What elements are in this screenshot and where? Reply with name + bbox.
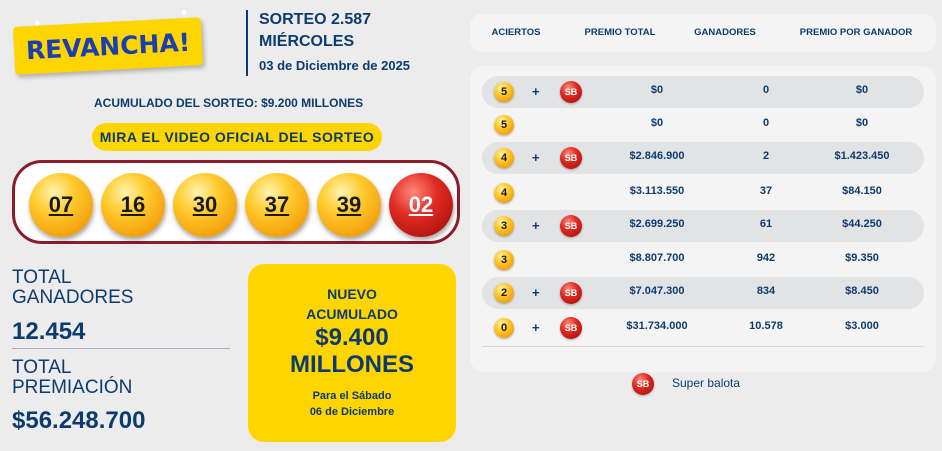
winning-balls: 07 16 30 37 39 02 (12, 160, 460, 244)
jackpot-title-line1: NUEVO (327, 286, 377, 302)
per-winner-cell: $0 (855, 84, 869, 96)
hits-ball: 3 (494, 216, 514, 236)
table-bottom-line (482, 346, 924, 347)
logo-text: REVANCHA! (25, 27, 191, 65)
winners-cell: 0 (762, 84, 770, 96)
hits-ball: 5 (494, 115, 514, 135)
jackpot-date-line1: Para el Sábado (312, 390, 392, 402)
draw-number: SORTEO 2.587 (259, 11, 372, 28)
total-prize-cell: $0 (650, 117, 664, 129)
total-prize-cell: $7.047.300 (629, 285, 685, 297)
per-winner-cell: $1.423.450 (834, 150, 890, 162)
winners-cell: 37 (759, 185, 773, 197)
header-hits: ACIERTOS (491, 27, 541, 38)
super-balota-icon: SB (560, 81, 582, 103)
jackpot-amount-line1: $9.400 (315, 324, 389, 351)
next-jackpot-card: NUEVO ACUMULADO $9.400 MILLONES Para el … (248, 264, 456, 442)
plus-sign: + (532, 84, 540, 99)
hits-ball: 5 (494, 82, 514, 102)
plus-sign: + (532, 218, 540, 233)
totals-divider (12, 348, 230, 349)
jackpot-title-line2: ACUMULADO (306, 306, 398, 322)
winners-cell: 61 (759, 218, 773, 230)
total-prize-cell: $2.699.250 (629, 218, 685, 230)
table-row: 4 + SB $2.846.900 2 $1.423.450 (482, 142, 924, 174)
total-prize-cell: $0 (650, 84, 664, 96)
per-winner-cell: $3.000 (845, 320, 879, 332)
logo-sparkle-icon (181, 9, 187, 16)
winners-cell: 2 (762, 150, 770, 162)
jackpot-amount-line2: MILLONES (290, 351, 414, 378)
jackpot-date: Para el Sábado 06 de Diciembre (248, 388, 456, 420)
table-row: 5 + SB $0 0 $0 (482, 76, 924, 108)
super-balota-icon: SB (560, 317, 582, 339)
plus-sign: + (532, 285, 540, 300)
winners-cell: 942 (756, 252, 776, 264)
hits-ball: 0 (494, 318, 514, 338)
ball-1: 07 (29, 173, 93, 237)
draw-date: 03 de Diciembre de 2025 (259, 58, 411, 73)
total-prize-value: $56.248.700 (12, 407, 146, 434)
draw-accumulated: ACUMULADO DEL SORTEO: $9.200 MILLONES (94, 96, 364, 110)
table-row: 0 + SB $31.734.000 10.578 $3.000 (482, 312, 924, 344)
total-prize-cell: $8.807.700 (629, 252, 685, 264)
plus-sign: + (532, 150, 540, 165)
header-per-winner: PREMIO POR GANADOR (799, 27, 913, 38)
jackpot-title: NUEVO ACUMULADO (248, 284, 456, 324)
total-prize-cell: $3.113.550 (629, 185, 685, 197)
ball-5: 39 (317, 173, 381, 237)
hits-ball: 3 (494, 250, 514, 270)
per-winner-cell: $44.250 (842, 218, 882, 230)
total-prize-label: TOTAL PREMIACIÓN (12, 357, 133, 398)
header-winners: GANADORES (694, 27, 756, 38)
hits-ball: 4 (494, 148, 514, 168)
hits-ball: 4 (494, 183, 514, 203)
table-row: 3 $8.807.700 942 $9.350 (482, 244, 924, 276)
legend-label: Super balota (672, 376, 741, 390)
jackpot-amount: $9.400 MILLONES (248, 324, 456, 378)
winners-cell: 834 (756, 285, 776, 297)
total-prize-cell: $2.846.900 (629, 150, 685, 162)
draw-day: MIÉRCOLES (259, 33, 355, 50)
table-row: 5 $0 0 $0 (482, 109, 924, 141)
total-prize-cell: $31.734.000 (626, 320, 688, 332)
ball-4: 37 (245, 173, 309, 237)
super-balota-icon: SB (560, 147, 582, 169)
prize-table-header: ACIERTOS PREMIO TOTAL GANADORES PREMIO P… (470, 14, 936, 52)
watch-video-button[interactable]: MIRA EL VIDEO OFICIAL DEL SORTEO (92, 123, 382, 151)
revancha-logo: REVANCHA! (12, 9, 204, 75)
total-winners-value: 12.454 (12, 318, 86, 345)
plus-sign: + (532, 320, 540, 335)
winners-cell: 0 (762, 117, 770, 129)
super-balota-icon: SB (560, 215, 582, 237)
ball-2: 16 (101, 173, 165, 237)
per-winner-cell: $0 (855, 117, 869, 129)
ball-3: 30 (173, 173, 237, 237)
table-row: 3 + SB $2.699.250 61 $44.250 (482, 210, 924, 242)
per-winner-cell: $8.450 (845, 285, 879, 297)
per-winner-cell: $9.350 (845, 252, 879, 264)
table-row: 4 $3.113.550 37 $84.150 (482, 177, 924, 209)
hits-ball: 2 (494, 283, 514, 303)
super-ball: 02 (389, 173, 453, 237)
header-total-prize: PREMIO TOTAL (584, 27, 656, 38)
super-balota-icon: SB (632, 373, 654, 395)
draw-info: SORTEO 2.587 MIÉRCOLES 03 de Diciembre d… (259, 9, 410, 79)
winners-cell: 10.578 (749, 320, 783, 332)
per-winner-cell: $84.150 (842, 185, 882, 197)
jackpot-date-line2: 06 de Diciembre (309, 406, 395, 418)
header-divider (246, 10, 248, 76)
super-balota-icon: SB (560, 282, 582, 304)
table-row: 2 + SB $7.047.300 834 $8.450 (482, 277, 924, 309)
total-winners-label: TOTAL GANADORES (12, 267, 134, 308)
